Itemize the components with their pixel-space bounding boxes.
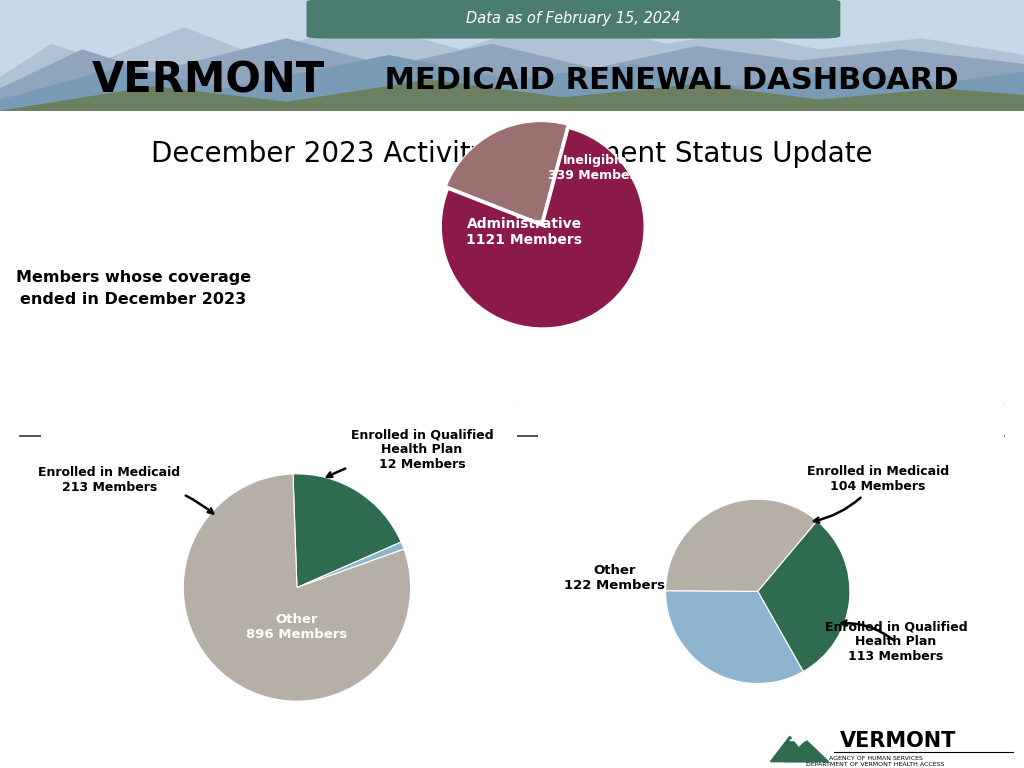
- Wedge shape: [183, 474, 411, 701]
- Wedge shape: [666, 591, 803, 684]
- FancyBboxPatch shape: [307, 0, 840, 38]
- Text: Coverage Ended (Administrative - 1121): Coverage Ended (Administrative - 1121): [94, 442, 438, 457]
- Ellipse shape: [435, 363, 650, 409]
- Polygon shape: [0, 56, 1024, 111]
- FancyBboxPatch shape: [530, 399, 1009, 758]
- Polygon shape: [770, 737, 809, 762]
- Text: Enrolled in Qualified
Health Plan
113 Members: Enrolled in Qualified Health Plan 113 Me…: [824, 621, 968, 664]
- Text: Data as of February 15, 2024: Data as of February 15, 2024: [466, 11, 681, 26]
- Polygon shape: [0, 17, 1024, 111]
- Polygon shape: [784, 740, 828, 762]
- Text: AGENCY OF HUMAN SERVICES: AGENCY OF HUMAN SERVICES: [828, 756, 923, 761]
- Wedge shape: [293, 474, 401, 588]
- Text: VERMONT: VERMONT: [840, 730, 956, 750]
- Wedge shape: [758, 521, 850, 671]
- FancyBboxPatch shape: [34, 399, 522, 758]
- Text: Coverage Ended (Ineligible - 339): Coverage Ended (Ineligible - 339): [614, 442, 901, 457]
- Text: DEPARTMENT OF VERMONT HEALTH ACCESS: DEPARTMENT OF VERMONT HEALTH ACCESS: [806, 762, 945, 767]
- Text: MEDICAID RENEWAL DASHBOARD: MEDICAID RENEWAL DASHBOARD: [374, 66, 958, 94]
- Text: December 2023 Activity - Enrollment Status Update: December 2023 Activity - Enrollment Stat…: [152, 140, 872, 168]
- Polygon shape: [0, 80, 1024, 111]
- Text: Other
122 Members: Other 122 Members: [564, 564, 666, 591]
- Wedge shape: [446, 121, 567, 223]
- Text: VERMONT: VERMONT: [92, 59, 326, 101]
- Polygon shape: [0, 39, 1024, 111]
- Text: Enrolled in Medicaid
104 Members: Enrolled in Medicaid 104 Members: [807, 465, 948, 522]
- Text: Ineligible
339 Members: Ineligible 339 Members: [548, 154, 643, 182]
- Text: Members whose coverage
ended in December 2023: Members whose coverage ended in December…: [15, 270, 251, 307]
- Polygon shape: [790, 737, 807, 740]
- Wedge shape: [297, 542, 403, 588]
- Text: Enrolled in Medicaid
213 Members: Enrolled in Medicaid 213 Members: [38, 466, 213, 514]
- Text: Other
896 Members: Other 896 Members: [247, 614, 347, 641]
- Wedge shape: [666, 499, 817, 591]
- Text: Enrolled in Qualified
Health Plan
12 Members: Enrolled in Qualified Health Plan 12 Mem…: [327, 429, 494, 477]
- Wedge shape: [441, 128, 644, 328]
- Text: Administrative
1121 Members: Administrative 1121 Members: [467, 217, 583, 247]
